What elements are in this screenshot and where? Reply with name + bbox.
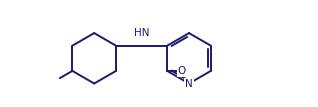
Text: O: O (177, 66, 186, 76)
Text: HN: HN (134, 28, 149, 38)
Text: N: N (185, 79, 193, 88)
